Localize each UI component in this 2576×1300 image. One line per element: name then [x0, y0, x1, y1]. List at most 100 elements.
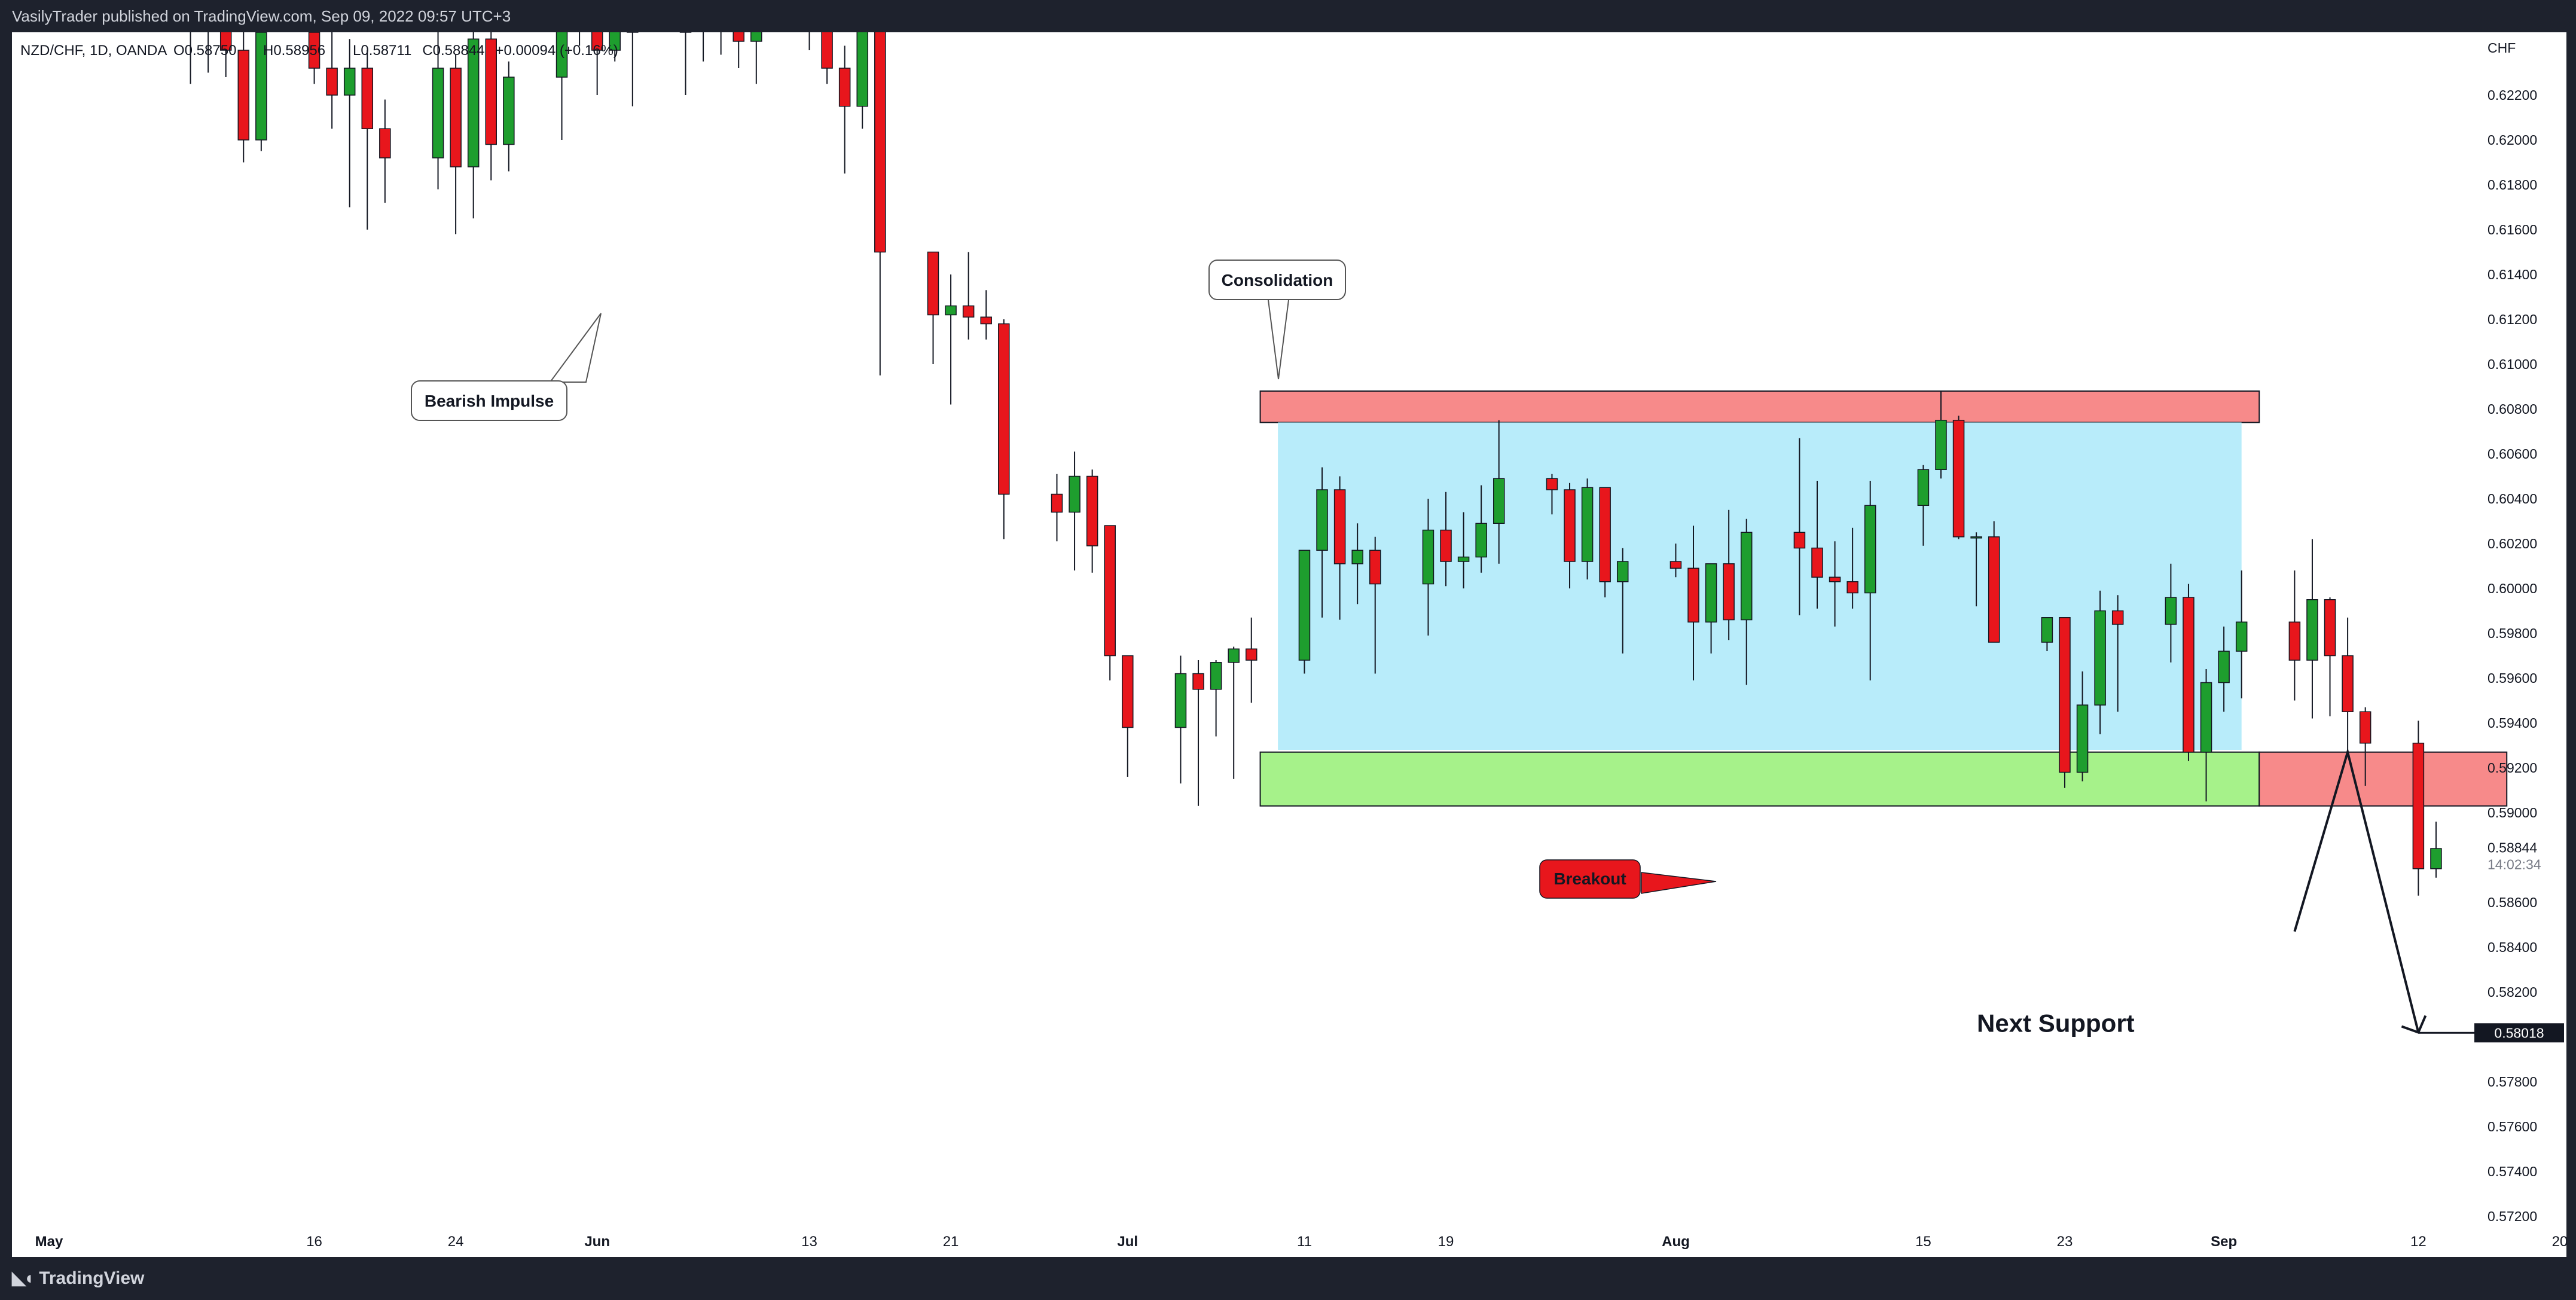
candle-body-down — [1829, 576, 1841, 582]
candle — [450, 54, 462, 234]
breakout-flag-pointer — [1641, 872, 1717, 894]
candle — [1457, 512, 1470, 588]
tradingview-logo-icon: ◣◖ — [12, 1268, 34, 1288]
candle — [838, 45, 851, 174]
candle — [2412, 721, 2425, 896]
candle-body-up — [255, 32, 267, 141]
zones-layer — [1259, 390, 2508, 807]
candle — [1316, 467, 1328, 618]
candle — [1740, 518, 1753, 685]
candle — [1333, 476, 1346, 620]
candle — [1122, 655, 1134, 777]
candle — [1051, 474, 1063, 542]
candle-body-down — [1333, 489, 1346, 564]
candle-body-down — [1086, 475, 1098, 547]
candle-body-down — [874, 16, 886, 253]
candle — [326, 28, 338, 129]
y-tick-label: 0.59600 — [2488, 670, 2537, 686]
price-chart[interactable]: Bearish Impulse Consolidation Breakout Next… — [12, 0, 2568, 1257]
candle-body-down — [821, 0, 833, 69]
candle-body-up — [1228, 648, 1240, 663]
consolidation-callout-tail — [1266, 295, 1290, 380]
candle — [962, 252, 975, 340]
y-tick-label: 0.61400 — [2488, 267, 2537, 282]
candle — [2041, 617, 2053, 651]
candle-body-down — [450, 68, 462, 167]
candle-body-down — [1811, 547, 1823, 578]
x-tick-label: Sep — [2211, 1234, 2237, 1250]
candle-body-down — [485, 38, 497, 145]
candle — [237, 32, 250, 163]
y-tick-label: 0.60600 — [2488, 446, 2537, 462]
candle — [1086, 469, 1098, 573]
legend-high: H0.58956 — [263, 42, 325, 59]
candle — [1581, 478, 1594, 579]
candle-body-up — [1174, 673, 1187, 728]
consolidation-callout-box — [1208, 260, 1346, 300]
candle-body-up — [1493, 478, 1505, 524]
candle — [697, 0, 709, 62]
candle-body-up — [2235, 621, 2248, 652]
candle — [1669, 544, 1682, 578]
countdown-label: 14:02:34 — [2488, 857, 2541, 872]
candle-body-down — [2059, 617, 2071, 773]
candle — [1935, 391, 1947, 479]
candle-body-up — [2076, 704, 2089, 773]
published-text: VasilyTrader published on TradingView.co… — [12, 7, 511, 25]
candle — [1369, 536, 1381, 674]
candle-body-up — [1705, 563, 1717, 622]
candle-body-up — [1351, 550, 1363, 564]
y-tick-label: 0.61600 — [2488, 222, 2537, 237]
candle — [2235, 570, 2248, 698]
x-tick-label: May — [35, 1234, 63, 1250]
candle-body-up — [750, 9, 762, 42]
candle-body-up — [2041, 617, 2053, 643]
candle-body-up — [1422, 529, 1434, 585]
candle-body-down — [1104, 525, 1116, 657]
candle-body-down — [1051, 493, 1063, 513]
candle — [2111, 595, 2124, 712]
legend-symbol[interactable]: NZD/CHF, 1D, OANDA — [20, 42, 167, 59]
x-tick-label: Jul — [1117, 1234, 1138, 1250]
candle-body-up — [1581, 487, 1594, 562]
candle-body-up — [856, 16, 868, 107]
candle-body-down — [962, 305, 975, 318]
candle-body-up — [1864, 505, 1876, 594]
y-tick-label: 0.61000 — [2488, 356, 2537, 372]
candle — [2200, 669, 2212, 802]
candle-body-up — [467, 38, 480, 167]
candle — [1599, 487, 1611, 597]
candle-body-up — [1475, 523, 1487, 558]
candle — [361, 50, 374, 230]
candle — [1298, 550, 1311, 674]
candle — [732, 0, 744, 68]
next-support-label: Next Support — [1977, 1009, 2135, 1037]
y-tick-label: 0.59400 — [2488, 715, 2537, 731]
candle-body-up — [1740, 532, 1753, 621]
candle — [1793, 438, 1806, 615]
candle — [1687, 526, 1699, 680]
candle-body-up — [2306, 599, 2318, 661]
y-tick-label: 0.60400 — [2488, 491, 2537, 506]
candle-body-up — [1298, 550, 1311, 661]
candle — [485, 1, 497, 181]
legend-layer: NZD/CHF, 1D, OANDA O0.58750 H0.58956 L0.… — [20, 42, 618, 59]
support-price-label: 0.58018 — [2494, 1025, 2544, 1040]
tradingview-logo[interactable]: ◣◖ TradingView — [12, 1268, 144, 1289]
candle-body-up — [1069, 475, 1081, 513]
currency-label: CHF — [2488, 40, 2516, 56]
candle — [1228, 646, 1240, 779]
candle — [1864, 481, 1876, 680]
candle — [2183, 584, 2195, 761]
legend-low: L0.58711 — [353, 42, 411, 59]
candle — [1564, 483, 1576, 588]
candle — [1917, 465, 1930, 546]
candle-body-down — [1723, 563, 1735, 621]
chart-frame[interactable]: Bearish Impulse Consolidation Breakout Next… — [12, 0, 2568, 1257]
candle-body-down — [1952, 420, 1965, 538]
candle-body-down — [2359, 711, 2371, 744]
legend-change: +0.00094 (+0.16%) — [495, 42, 618, 59]
candle — [821, 0, 833, 84]
candle-body-up — [432, 68, 444, 158]
y-tick-label: 0.60800 — [2488, 401, 2537, 417]
